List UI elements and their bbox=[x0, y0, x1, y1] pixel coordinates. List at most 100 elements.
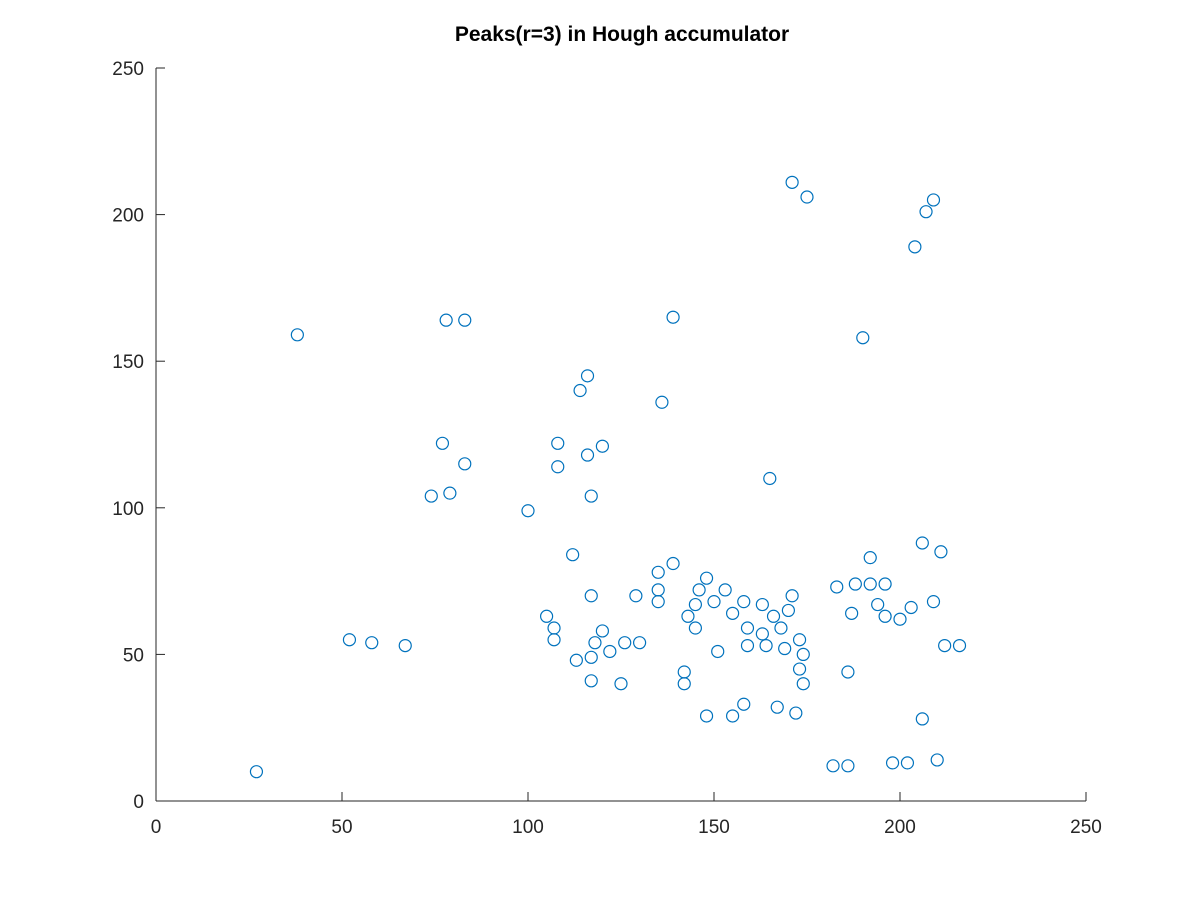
data-point bbox=[629, 589, 643, 603]
data-point bbox=[725, 709, 740, 723]
data-point bbox=[688, 621, 703, 635]
data-point bbox=[718, 583, 732, 597]
data-point bbox=[915, 712, 929, 726]
data-point bbox=[785, 589, 799, 603]
data-point bbox=[439, 313, 453, 327]
data-point bbox=[595, 624, 610, 638]
data-point bbox=[551, 436, 565, 450]
data-point bbox=[930, 753, 944, 767]
data-point bbox=[688, 597, 703, 612]
data-point bbox=[566, 548, 580, 562]
data-point bbox=[569, 653, 583, 667]
data-point bbox=[785, 175, 799, 189]
data-point bbox=[871, 597, 885, 612]
data-point bbox=[580, 448, 595, 462]
data-point bbox=[342, 633, 357, 647]
data-point bbox=[651, 595, 665, 609]
data-point bbox=[547, 633, 561, 647]
data-point bbox=[856, 331, 870, 345]
data-point bbox=[573, 383, 587, 398]
data-point bbox=[904, 600, 918, 615]
data-point bbox=[614, 677, 628, 691]
axes: 0 50 100 150 200 250 0 50 100 150 200 250 bbox=[112, 59, 1102, 838]
data-point bbox=[796, 647, 810, 662]
data-point bbox=[711, 644, 725, 659]
x-tick-label: 100 bbox=[512, 817, 544, 838]
data-point bbox=[547, 621, 561, 635]
data-point bbox=[603, 644, 617, 659]
data-point bbox=[699, 709, 714, 723]
data-point bbox=[539, 609, 554, 623]
data-point bbox=[841, 759, 855, 773]
x-tick-label: 200 bbox=[884, 817, 916, 838]
data-point bbox=[580, 369, 595, 383]
x-tick-label: 50 bbox=[331, 817, 352, 838]
data-point bbox=[651, 565, 665, 579]
data-point bbox=[651, 583, 665, 597]
data-point bbox=[792, 662, 807, 676]
data-point bbox=[584, 489, 598, 503]
data-point bbox=[885, 756, 900, 770]
data-point bbox=[926, 193, 941, 207]
data-point bbox=[826, 759, 840, 773]
data-point bbox=[763, 471, 777, 486]
data-point bbox=[845, 606, 859, 620]
data-points bbox=[249, 175, 967, 779]
data-point bbox=[800, 190, 814, 204]
data-point bbox=[893, 612, 907, 626]
data-point bbox=[755, 627, 769, 641]
data-point bbox=[677, 665, 691, 679]
data-point bbox=[863, 551, 877, 565]
x-tick-label: 0 bbox=[151, 817, 162, 838]
y-tick-label: 200 bbox=[112, 206, 144, 227]
data-point bbox=[863, 577, 877, 591]
data-point bbox=[755, 597, 769, 612]
data-point bbox=[781, 603, 796, 618]
data-point bbox=[707, 595, 721, 609]
data-point bbox=[595, 439, 610, 453]
data-point bbox=[725, 606, 740, 620]
data-point bbox=[830, 580, 844, 594]
y-tick-label: 0 bbox=[133, 792, 144, 813]
data-point bbox=[841, 665, 855, 679]
data-point bbox=[584, 650, 598, 664]
x-tick-label: 150 bbox=[698, 817, 730, 838]
data-point bbox=[692, 583, 706, 597]
data-point bbox=[632, 636, 647, 650]
data-point bbox=[789, 706, 803, 720]
data-point bbox=[952, 639, 967, 653]
chart-title: Peaks(r=3) in Hough accumulator bbox=[455, 23, 789, 46]
data-point bbox=[737, 595, 751, 609]
data-point bbox=[926, 595, 941, 609]
data-point bbox=[458, 457, 472, 471]
data-point bbox=[737, 697, 751, 711]
data-point bbox=[584, 589, 598, 603]
data-point bbox=[666, 556, 680, 571]
y-tick-label: 100 bbox=[112, 499, 144, 520]
data-point bbox=[900, 756, 915, 770]
data-point bbox=[848, 577, 862, 591]
data-point bbox=[774, 621, 788, 635]
data-point bbox=[759, 639, 773, 653]
data-point bbox=[655, 395, 669, 409]
data-point bbox=[934, 545, 948, 559]
data-point bbox=[398, 639, 412, 653]
data-point bbox=[618, 636, 632, 650]
data-point bbox=[699, 571, 714, 585]
data-point bbox=[792, 633, 807, 647]
data-point bbox=[677, 677, 691, 691]
y-tick-label: 50 bbox=[123, 645, 144, 666]
data-point bbox=[584, 674, 598, 688]
data-point bbox=[458, 313, 472, 327]
data-point bbox=[666, 310, 680, 324]
data-point bbox=[290, 328, 304, 342]
data-point bbox=[938, 639, 952, 653]
data-point bbox=[365, 636, 379, 650]
data-point bbox=[588, 636, 602, 650]
data-point bbox=[878, 609, 892, 623]
data-point bbox=[443, 486, 457, 500]
data-point bbox=[681, 609, 695, 623]
data-point bbox=[435, 436, 450, 450]
x-tick-label: 250 bbox=[1070, 817, 1102, 838]
